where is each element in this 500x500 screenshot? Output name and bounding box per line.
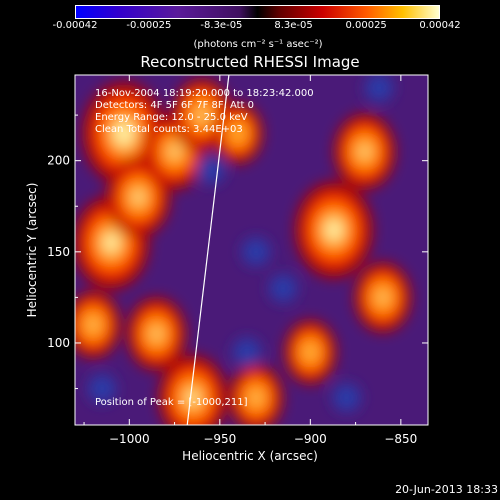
x-tick-label: −850 [384, 432, 417, 446]
colorbar-tick-label: -0.00042 [52, 20, 98, 31]
colorbar-tick-label: 8.3e-05 [274, 20, 313, 31]
bright-source [334, 113, 395, 190]
negative-dip [365, 75, 394, 102]
x-tick-label: −1000 [109, 432, 150, 446]
annotation-time-range: 16-Nov-2004 18:19:20.000 to 18:23:42.000 [95, 88, 314, 99]
y-tick-label: 200 [47, 154, 70, 168]
x-axis-label: Heliocentric X (arcsec) [182, 449, 318, 463]
y-tick-label: 100 [47, 336, 70, 350]
colorbar-tick-label: 0.00025 [345, 20, 387, 31]
chart-title: Reconstructed RHESSI Image [140, 53, 360, 71]
colorbar [75, 5, 440, 19]
annotation-energy-range: Energy Range: 12.0 - 25.0 keV [95, 112, 248, 123]
bright-source [158, 355, 227, 425]
colorbar-unit-label: (photons cm⁻² s⁻¹ asec⁻²) [193, 39, 323, 50]
peak-position-label: Position of Peak = [-1000,211] [95, 397, 248, 408]
bright-source [75, 291, 120, 359]
negative-dip [332, 383, 361, 412]
y-axis-label: Heliocentric Y (arcsec) [25, 183, 39, 318]
bright-source [284, 320, 336, 385]
colorbar-tick-label: 0.00042 [419, 20, 461, 31]
x-tick-label: −950 [203, 432, 236, 446]
colorbar-tick-label: -8.3e-05 [200, 20, 243, 31]
colorbar-tick-label: -0.00025 [126, 20, 172, 31]
bright-source [295, 181, 373, 279]
solar-limb-line [186, 75, 230, 425]
negative-dip [232, 338, 261, 367]
bright-source [213, 102, 263, 164]
footer-timestamp: 20-Jun-2013 18:33 [395, 483, 498, 496]
annotation-clean-counts: Clean Total counts: 3.44E+03 [95, 124, 243, 135]
negative-dip [196, 155, 225, 184]
annotation-detectors: Detectors: 4F 5F 6F 7F 8F, Att 0 [95, 100, 255, 111]
negative-dip [269, 274, 298, 303]
y-tick-label: 150 [47, 245, 70, 259]
bright-source [127, 297, 186, 371]
negative-dip [242, 237, 271, 266]
bright-source [354, 262, 411, 333]
x-tick-label: −900 [294, 432, 327, 446]
plot-frame [74, 74, 429, 426]
negative-dip [88, 374, 117, 403]
heatmap-area [75, 75, 428, 425]
bright-source [229, 364, 283, 425]
